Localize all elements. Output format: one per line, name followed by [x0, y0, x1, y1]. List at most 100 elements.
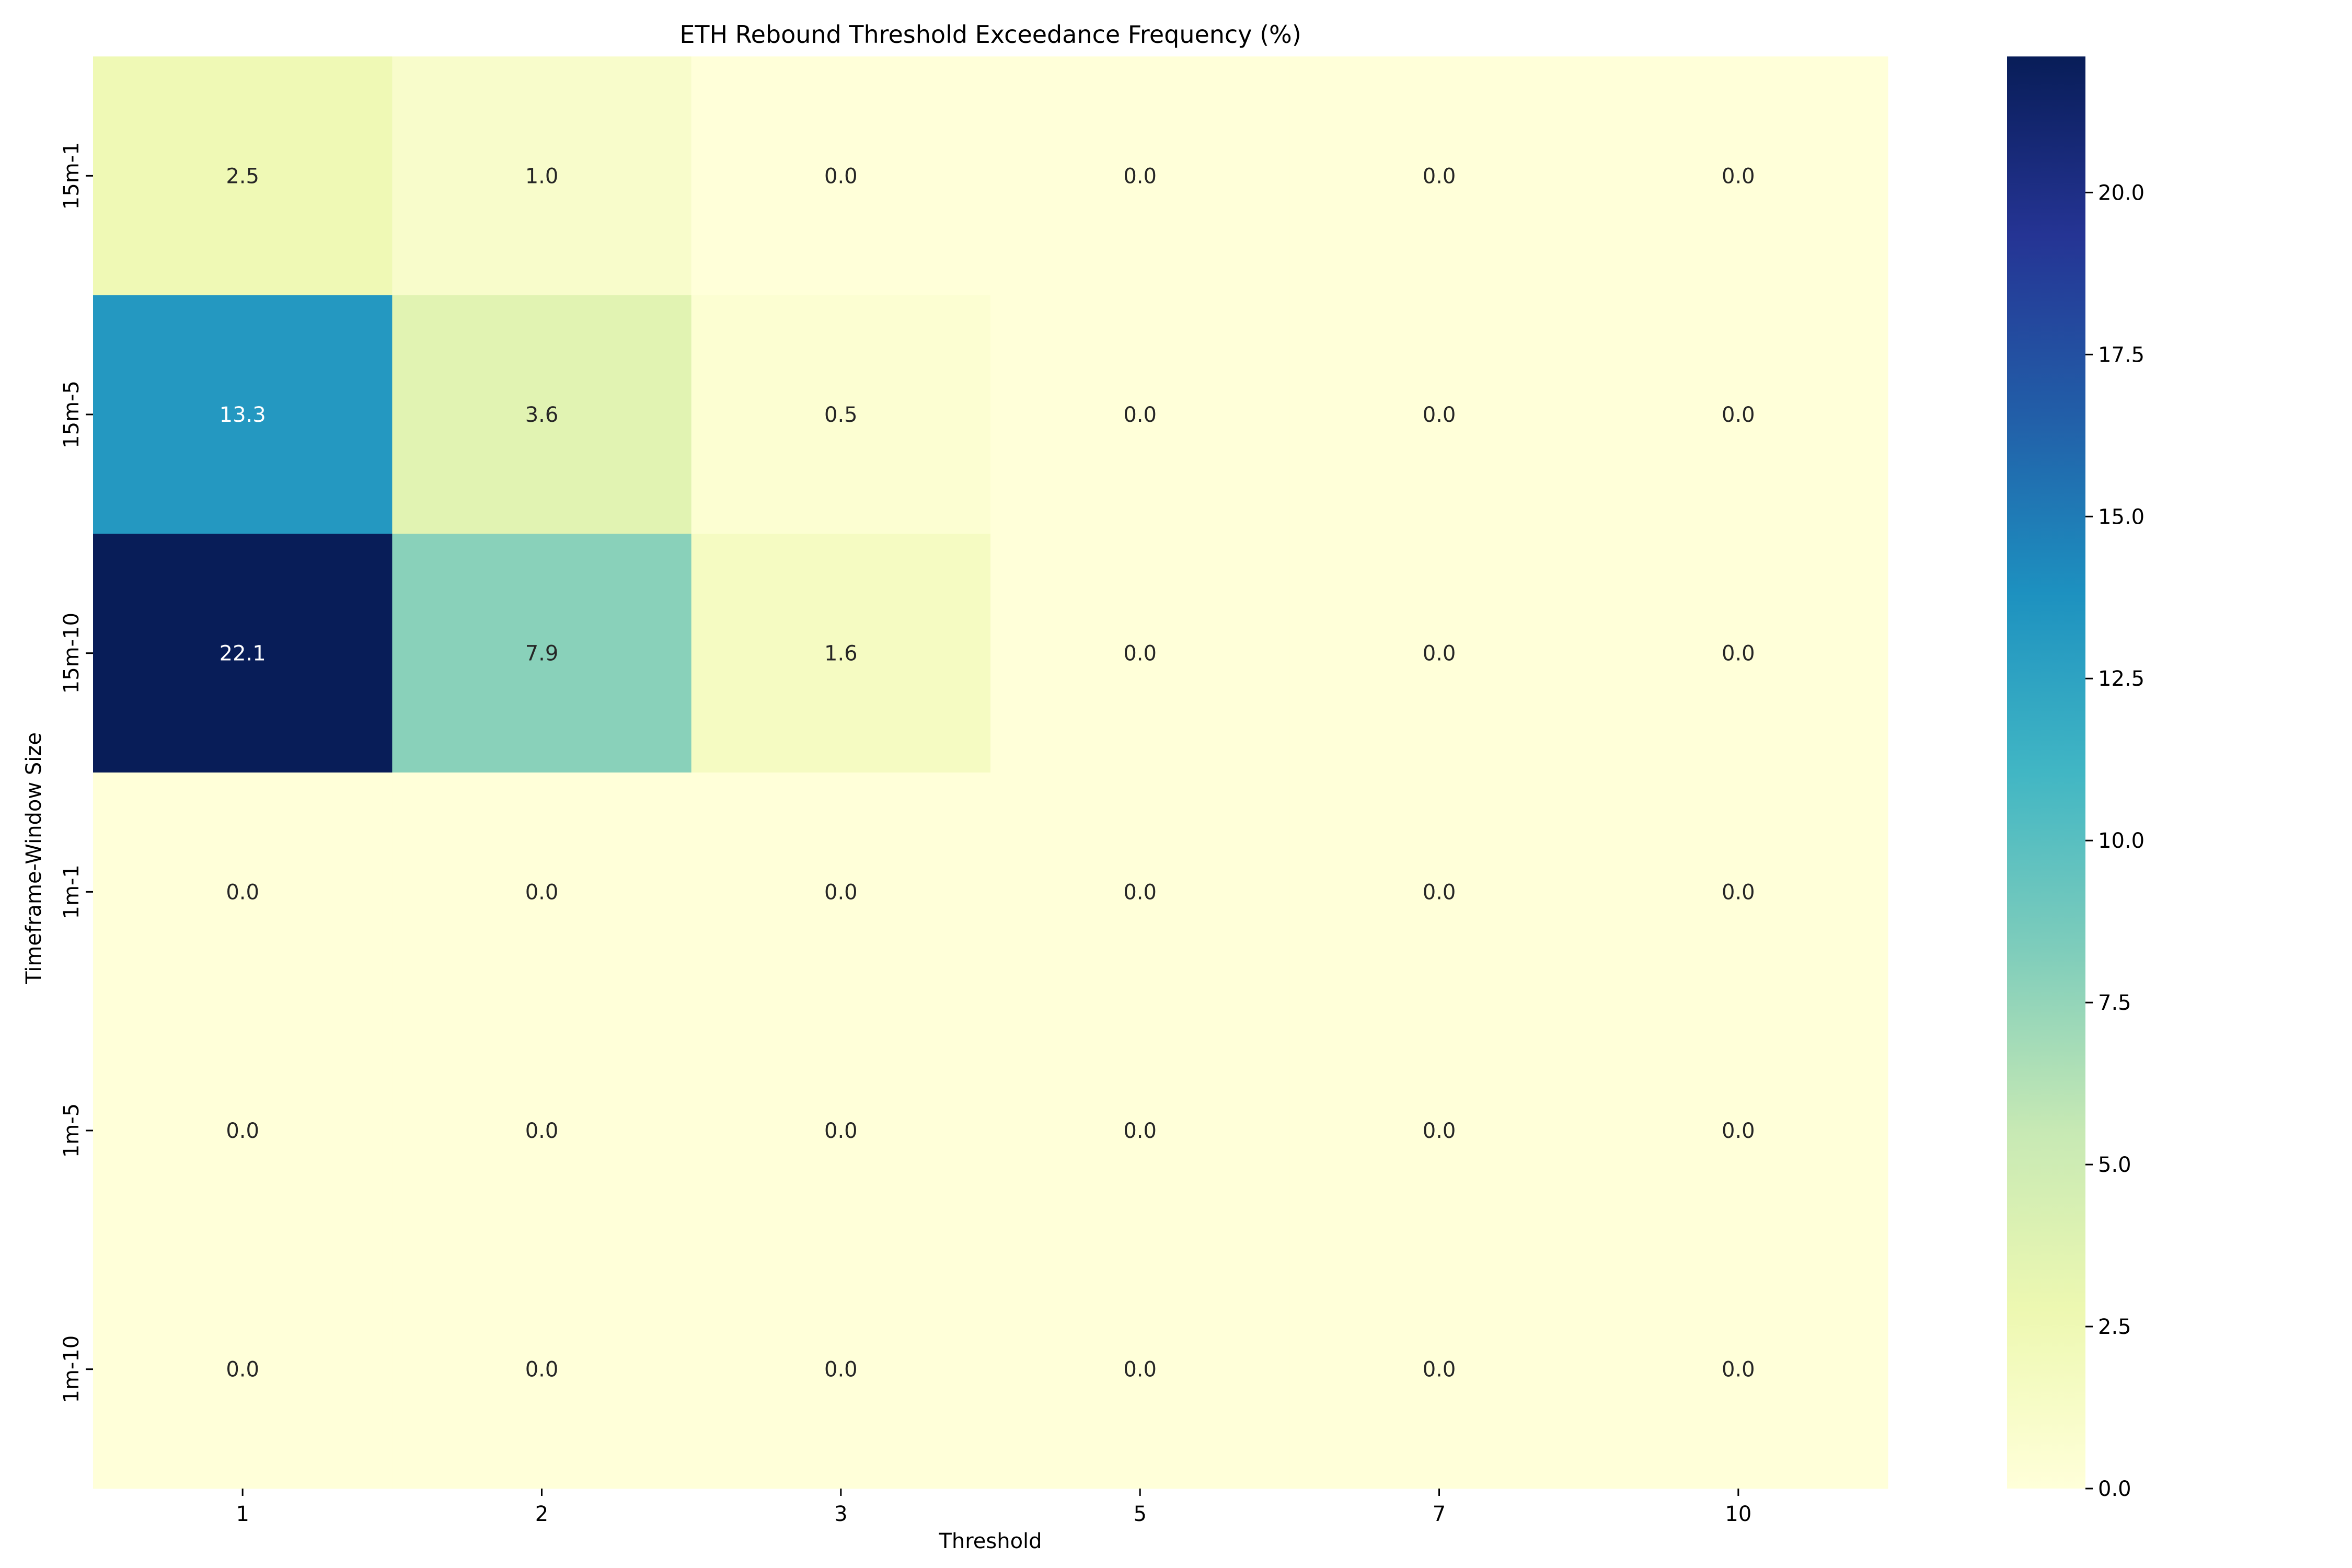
colorbar: [2007, 56, 2085, 1489]
heatmap-cell: [691, 1250, 991, 1489]
x-tick-label: 1: [236, 1502, 249, 1526]
heatmap-cell: [990, 1011, 1290, 1250]
colorbar-tick-label: 5.0: [2098, 1153, 2131, 1177]
heatmap-cell: [93, 1011, 393, 1250]
heatmap-cell: [93, 56, 393, 296]
cell-value-label: 0.0: [824, 1358, 858, 1382]
heatmap-cell: [691, 295, 991, 534]
cell-value-label: 0.0: [1123, 403, 1157, 427]
cell-value-label: 1.0: [525, 164, 559, 188]
cell-value-label: 0.0: [1722, 642, 1755, 666]
cell-value-label: 0.0: [1123, 1119, 1157, 1143]
cell-value-label: 7.9: [525, 642, 559, 666]
cell-value-label: 0.0: [1423, 403, 1456, 427]
colorbar-tick-label: 10.0: [2098, 829, 2145, 853]
cell-value-label: 0.0: [525, 1119, 559, 1143]
colorbar-ticks: 0.0 2.5 5.0 7.5 10.0 12.5 15.0 17.5 20.0: [2085, 181, 2145, 1501]
cell-value-label: 0.0: [1423, 642, 1456, 666]
heatmap-cell: [392, 1011, 692, 1250]
cell-value-label: 0.5: [824, 403, 858, 427]
colorbar-tick-label: 2.5: [2098, 1315, 2131, 1339]
cell-value-label: 0.0: [824, 880, 858, 904]
heatmap-cell: [691, 56, 991, 296]
x-tick-label: 7: [1433, 1502, 1446, 1526]
cell-value-label: 22.1: [220, 642, 266, 666]
heatmap-cell: [1588, 56, 1888, 296]
heatmap-cell: [392, 295, 692, 534]
cell-value-label: 0.0: [1423, 1358, 1456, 1382]
heatmap-cell: [1289, 1011, 1589, 1250]
cell-value-label: 0.0: [1423, 1119, 1456, 1143]
colorbar-tick-label: 15.0: [2098, 505, 2145, 529]
y-tick-label: 1m-10: [60, 1335, 84, 1403]
y-axis-label: Timeframe-Window Size: [22, 732, 46, 985]
y-tick-label: 1m-1: [60, 864, 84, 919]
heatmap-value-labels: 2.5 1.0 0.0 0.0 0.0 0.0 13.3 3.6 0.5 0.0 0.0 0.0 22.…: [220, 164, 1755, 1381]
colorbar-tick-label: 17.5: [2098, 343, 2145, 367]
colorbar-tick-label: 0.0: [2098, 1477, 2131, 1501]
cell-value-label: 0.0: [525, 1358, 559, 1382]
heatmap-cell: [691, 1011, 991, 1250]
heatmap-cell: [1289, 534, 1589, 773]
cell-value-label: 0.0: [1123, 164, 1157, 188]
heatmap-cell: [990, 56, 1290, 296]
heatmap-cell: [691, 773, 991, 1012]
cell-value-label: 1.6: [824, 642, 858, 666]
x-tick-label: 3: [834, 1502, 847, 1526]
cell-value-label: 0.0: [226, 880, 259, 904]
colorbar-tick-label: 7.5: [2098, 991, 2131, 1015]
cell-value-label: 0.0: [525, 880, 559, 904]
colorbar-tick-label: 12.5: [2098, 667, 2145, 691]
heatmap-cells: [93, 56, 1888, 1489]
heatmap-cell: [1289, 295, 1589, 534]
heatmap-cell: [93, 773, 393, 1012]
heatmap-cell: [1289, 1250, 1589, 1489]
heatmap-cell: [93, 295, 393, 534]
x-tick-label: 5: [1133, 1502, 1146, 1526]
cell-value-label: 0.0: [1722, 880, 1755, 904]
cell-value-label: 0.0: [824, 1119, 858, 1143]
y-axis-ticks: 15m-1 15m-5 15m-10 1m-1 1m-5 1m-10: [60, 142, 93, 1403]
heatmap-cell: [990, 773, 1290, 1012]
heatmap-cell: [1289, 773, 1589, 1012]
x-axis-ticks: 1 2 3 5 7 10: [236, 1489, 1751, 1526]
x-tick-label: 10: [1725, 1502, 1751, 1526]
y-tick-label: 15m-10: [60, 613, 84, 694]
heatmap-cell: [1588, 1250, 1888, 1489]
cell-value-label: 0.0: [1123, 880, 1157, 904]
cell-value-label: 13.3: [220, 403, 266, 427]
heatmap-cell: [392, 534, 692, 773]
heatmap-cell: [1588, 295, 1888, 534]
cell-value-label: 0.0: [1722, 164, 1755, 188]
heatmap-cell: [1289, 56, 1589, 296]
heatmap-cell: [990, 295, 1290, 534]
colorbar-tick-label: 20.0: [2098, 181, 2145, 205]
heatmap-cell: [990, 534, 1290, 773]
y-tick-label: 15m-5: [60, 381, 84, 448]
cell-value-label: 3.6: [525, 403, 559, 427]
y-tick-label: 15m-1: [60, 142, 84, 210]
heatmap-cell: [392, 1250, 692, 1489]
cell-value-label: 0.0: [1722, 1358, 1755, 1382]
x-tick-label: 2: [535, 1502, 548, 1526]
chart-title: ETH Rebound Threshold Exceedance Frequen…: [679, 20, 1301, 49]
y-tick-label: 1m-5: [60, 1103, 84, 1158]
x-axis-label: Threshold: [938, 1529, 1042, 1553]
cell-value-label: 0.0: [226, 1119, 259, 1143]
cell-value-label: 0.0: [226, 1358, 259, 1382]
cell-value-label: 0.0: [824, 164, 858, 188]
cell-value-label: 2.5: [226, 164, 259, 188]
heatmap-cell: [1588, 534, 1888, 773]
heatmap-cell: [392, 773, 692, 1012]
cell-value-label: 0.0: [1423, 880, 1456, 904]
heatmap-cell: [990, 1250, 1290, 1489]
heatmap-cell: [1588, 1011, 1888, 1250]
cell-value-label: 0.0: [1722, 403, 1755, 427]
heatmap-cell: [93, 1250, 393, 1489]
heatmap-cell: [691, 534, 991, 773]
heatmap-cell: [93, 534, 393, 773]
cell-value-label: 0.0: [1722, 1119, 1755, 1143]
cell-value-label: 0.0: [1123, 1358, 1157, 1382]
cell-value-label: 0.0: [1423, 164, 1456, 188]
